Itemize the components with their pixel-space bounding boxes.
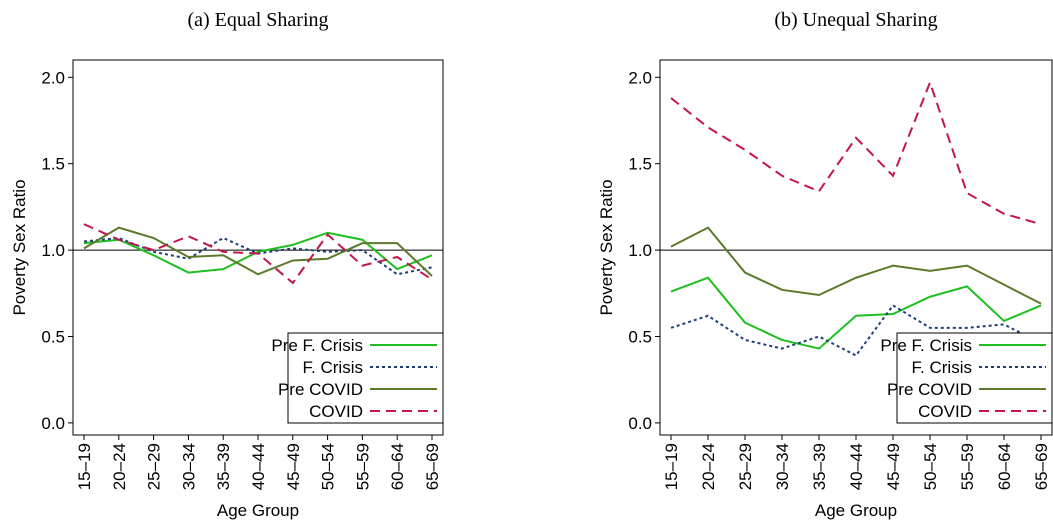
x-tick-label: 15–19 [662, 443, 681, 490]
x-tick-label: 65–69 [423, 443, 442, 490]
y-tick-label: 2.0 [628, 68, 652, 87]
x-tick-label: 30–34 [179, 443, 198, 490]
x-tick-label: 45–49 [884, 443, 903, 490]
y-tick-label: 0.0 [628, 414, 652, 433]
x-tick-label: 35–39 [810, 443, 829, 490]
y-tick-label: 0.5 [41, 327, 65, 346]
legend-label: Pre F. Crisis [271, 336, 363, 355]
y-tick-label: 1.0 [41, 241, 65, 260]
x-tick-label: 30–34 [773, 443, 792, 490]
chart-title: (a) Equal Sharing [187, 9, 328, 31]
legend [287, 332, 444, 424]
legend-label: Pre COVID [887, 380, 972, 399]
x-tick-label: 25–29 [736, 443, 755, 490]
x-tick-label: 20–24 [699, 443, 718, 490]
x-tick-label: 20–24 [110, 443, 129, 490]
series-line [670, 79, 1042, 226]
series-line [670, 276, 1042, 350]
x-tick-label: 40–44 [249, 443, 268, 490]
legend [896, 332, 1053, 424]
x-axis-label: Age Group [815, 501, 897, 520]
series-line [83, 231, 433, 274]
x-tick-label: 40–44 [847, 443, 866, 490]
legend-label: F. Crisis [912, 358, 972, 377]
chart-title: (b) Unequal Sharing [774, 9, 937, 31]
y-tick-label: 0.0 [41, 414, 65, 433]
legend-label: F. Crisis [303, 358, 363, 377]
x-tick-label: 65–69 [1032, 443, 1051, 490]
x-tick-label: 25–29 [145, 443, 164, 490]
series-line [83, 223, 433, 285]
x-tick-label: 60–64 [995, 443, 1014, 490]
x-tick-label: 50–54 [319, 443, 338, 490]
legend-label: COVID [309, 402, 363, 421]
legend-label: COVID [918, 402, 972, 421]
legend-label: Pre COVID [278, 380, 363, 399]
y-tick-label: 0.5 [628, 327, 652, 346]
y-tick-label: 1.0 [628, 241, 652, 260]
series-line [670, 226, 1042, 305]
x-tick-label: 55–59 [353, 443, 372, 490]
y-tick-label: 1.5 [628, 155, 652, 174]
series-line [670, 304, 1042, 357]
legend-label: Pre F. Crisis [880, 336, 972, 355]
x-tick-label: 60–64 [388, 443, 407, 490]
x-axis-label: Age Group [217, 501, 299, 520]
series-line [83, 226, 433, 277]
x-tick-label: 15–19 [75, 443, 94, 490]
x-tick-label: 35–39 [214, 443, 233, 490]
x-tick-label: 45–49 [284, 443, 303, 490]
y-axis-label: Poverty Sex Ratio [10, 179, 29, 315]
y-tick-label: 1.5 [41, 155, 65, 174]
x-tick-label: 55–59 [958, 443, 977, 490]
x-tick-label: 50–54 [921, 443, 940, 490]
y-tick-label: 2.0 [41, 68, 65, 87]
y-axis-label: Poverty Sex Ratio [597, 179, 616, 315]
